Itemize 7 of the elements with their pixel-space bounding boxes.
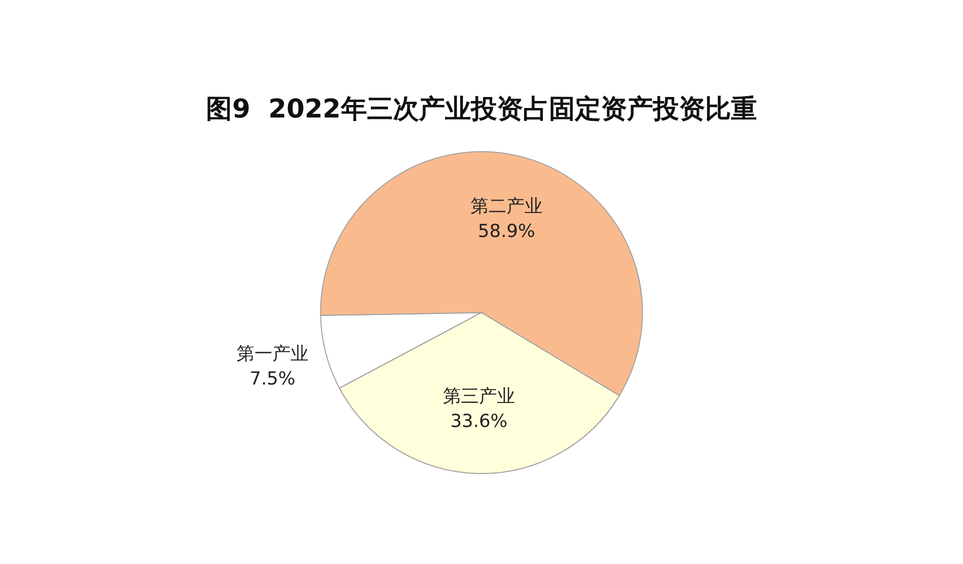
chart-title: 图9 2022年三次产业投资占固定资产投资比重 — [206, 94, 757, 124]
data-label: 33.6% — [450, 410, 508, 432]
data-label: 58.9% — [478, 221, 536, 242]
slice-label: 第二产业 — [470, 196, 543, 218]
slice-label: 第三产业 — [442, 386, 515, 407]
data-label: 7.5% — [250, 368, 296, 390]
slice-label: 第一产业 — [236, 343, 308, 364]
